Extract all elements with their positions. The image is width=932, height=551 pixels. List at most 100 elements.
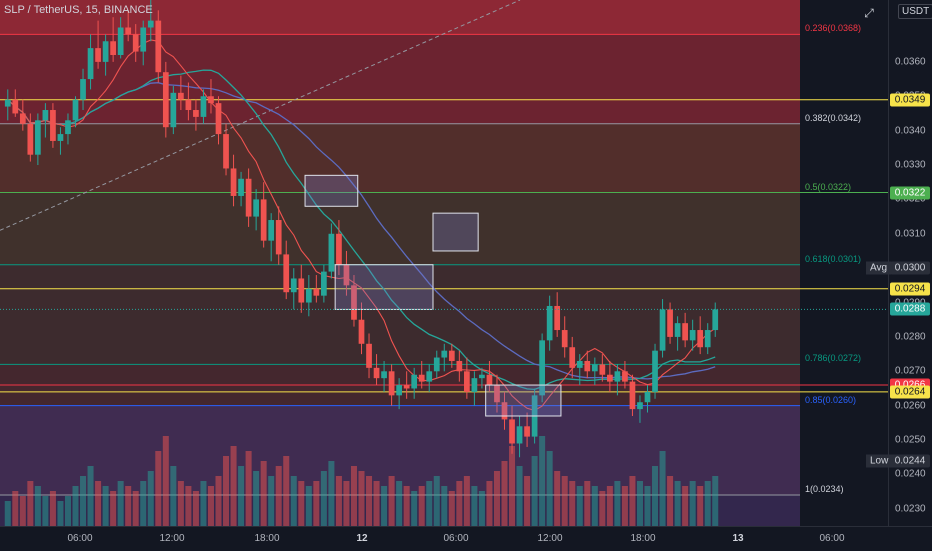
volume-bar: [644, 486, 651, 526]
candle-body: [50, 110, 56, 141]
volume-bar: [493, 471, 500, 526]
candle-body: [95, 48, 101, 62]
chart-area[interactable]: SLP / TetherUS, 15, BINANCE ⤢: [0, 0, 888, 526]
price-tick-label: 0.0320: [895, 193, 926, 205]
candle-body: [268, 220, 275, 241]
annotation-box: [432, 212, 479, 252]
candle-body: [328, 233, 335, 272]
volume-bar: [689, 481, 696, 526]
price-tag: 0.0349: [890, 93, 930, 107]
annotation-box: [485, 384, 562, 417]
volume-bar: [343, 481, 350, 526]
price-tick-label: 0.0260: [895, 400, 926, 412]
price-tick-label: 0.0330: [895, 159, 926, 171]
volume-bar: [253, 471, 260, 526]
candle-body: [614, 371, 621, 382]
last-price-tag: 0.0288: [890, 302, 930, 316]
candle-body: [591, 364, 598, 372]
price-tick-label: 0.0310: [895, 228, 926, 240]
candle-body: [200, 96, 207, 117]
candle-body: [87, 48, 94, 80]
candle-body: [313, 288, 320, 296]
volume-bar: [546, 451, 553, 526]
volume-bar: [403, 486, 410, 526]
volume-bar: [72, 486, 79, 526]
volume-bar: [569, 481, 576, 526]
volume-bar: [591, 486, 598, 526]
candle-body: [260, 199, 267, 241]
candle-body: [509, 419, 515, 444]
volume-bar: [697, 486, 704, 526]
candle-body: [35, 120, 41, 155]
volume-bar: [223, 456, 230, 526]
volume-bar: [305, 486, 312, 526]
candle-body: [464, 371, 470, 392]
volume-bar: [584, 481, 591, 526]
candle-body: [110, 41, 116, 56]
volume-bar: [117, 481, 124, 526]
volume-bar: [509, 446, 516, 526]
fib-level-label: 0.236(0.0368): [805, 23, 862, 34]
volume-bar: [238, 466, 245, 526]
volume-bar: [674, 481, 681, 526]
candle-body: [336, 233, 342, 265]
candle-body: [147, 20, 154, 28]
volume-bar: [320, 471, 327, 526]
volume-bar: [441, 486, 448, 526]
price-chart[interactable]: [0, 0, 888, 526]
fib-level-label: 1(0.0234): [805, 484, 844, 495]
candle-body: [576, 360, 583, 368]
candle-body: [554, 305, 561, 331]
time-axis[interactable]: 06:00 12:00 18:00 12 06:00 12:00 18:00 13 06:00: [0, 526, 932, 551]
fib-zone: [0, 192, 800, 265]
volume-bar: [554, 471, 561, 526]
candle-body: [396, 385, 402, 396]
volume-bar: [110, 491, 117, 526]
volume-bar: [426, 481, 433, 526]
volume-bar: [177, 481, 184, 526]
expand-icon[interactable]: ⤢: [864, 6, 874, 20]
candle-body: [388, 371, 395, 396]
volume-bar: [4, 501, 11, 526]
symbol-legend[interactable]: SLP / TetherUS, 15, BINANCE: [4, 4, 153, 16]
candle-body: [72, 99, 79, 121]
volume-bar: [132, 491, 139, 526]
candle-body: [501, 402, 508, 420]
volume-bar: [516, 466, 523, 526]
avg-value: 0.0300: [890, 261, 930, 275]
candle-body: [305, 288, 312, 303]
price-tick-label: 0.0360: [895, 56, 926, 68]
candle-body: [448, 350, 455, 361]
fib-level-label: 0.618(0.0301): [805, 253, 862, 264]
time-tick-label: 06:00: [819, 533, 845, 544]
price-tick-label: 0.0240: [895, 468, 926, 480]
volume-bar: [561, 476, 568, 526]
candle-body: [215, 103, 222, 135]
volume-bar: [486, 481, 493, 526]
candle-body: [539, 340, 545, 396]
candle-body: [486, 374, 493, 386]
volume-bar: [102, 486, 109, 526]
volume-bar: [335, 476, 342, 526]
volume-bar: [652, 466, 659, 526]
candle-body: [433, 357, 440, 372]
low-value: 0.0244: [890, 454, 930, 468]
annotation-box: [334, 264, 434, 310]
candle-body: [245, 178, 252, 217]
fib-zone: [0, 264, 800, 365]
candle-body: [456, 360, 463, 372]
candle-body: [162, 72, 169, 128]
volume-bar: [524, 476, 531, 526]
volume-bar: [170, 466, 177, 526]
candle-body: [667, 309, 673, 337]
candle-body: [140, 27, 147, 52]
candle-body: [290, 278, 297, 293]
price-tick-label: 0.0230: [895, 503, 926, 515]
candle-body: [4, 99, 11, 107]
candle-body: [381, 371, 387, 379]
candle-body: [659, 309, 666, 351]
time-tick-label: 12:00: [537, 533, 563, 544]
fib-level-label: 0.85(0.0260): [805, 394, 857, 405]
currency-button[interactable]: USDT: [898, 4, 932, 19]
candle-body: [561, 330, 568, 348]
